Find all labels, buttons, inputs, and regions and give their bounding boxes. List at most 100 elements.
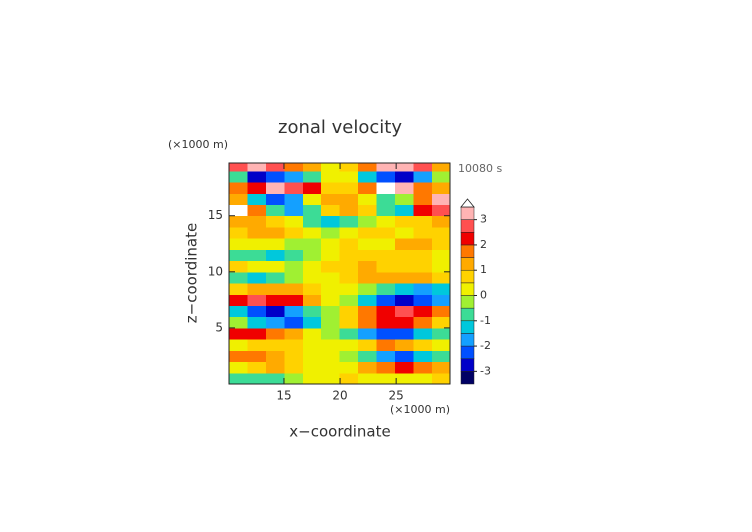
cell xyxy=(339,283,359,295)
cell xyxy=(284,193,304,206)
cell xyxy=(303,327,322,340)
cell xyxy=(339,170,359,183)
cell xyxy=(376,316,396,329)
cell xyxy=(432,163,450,172)
colorbar-band xyxy=(460,345,475,359)
time-label: 10080 s xyxy=(458,162,502,175)
cell xyxy=(247,182,267,194)
cell xyxy=(247,163,267,172)
cell xyxy=(320,193,340,206)
cell xyxy=(229,271,249,284)
colorbar-band xyxy=(460,269,475,284)
cell xyxy=(284,226,304,239)
cell xyxy=(376,170,396,183)
cell xyxy=(320,316,340,329)
cell xyxy=(339,339,359,351)
cell xyxy=(358,283,378,295)
cell xyxy=(432,260,450,273)
cell xyxy=(284,238,304,250)
cell xyxy=(432,283,450,295)
cell xyxy=(303,283,322,295)
cell xyxy=(247,226,267,239)
cell xyxy=(358,193,378,206)
cell xyxy=(358,339,378,351)
cell xyxy=(376,204,396,217)
cell xyxy=(413,249,433,262)
cell xyxy=(229,193,249,206)
cell xyxy=(303,339,322,351)
cell xyxy=(284,294,304,306)
y-tick-label: 5 xyxy=(215,320,223,334)
colorbar-band xyxy=(460,320,475,334)
cell xyxy=(320,283,340,295)
cell xyxy=(229,339,249,351)
cell xyxy=(413,361,433,374)
cell xyxy=(320,204,340,217)
cell xyxy=(395,204,415,217)
cell xyxy=(358,215,378,228)
cell xyxy=(413,271,433,284)
cell xyxy=(247,283,267,295)
cell xyxy=(376,260,396,273)
cell xyxy=(266,260,286,273)
cell xyxy=(266,226,286,239)
cell xyxy=(358,294,378,306)
cell xyxy=(395,260,415,273)
cell xyxy=(395,283,415,295)
x-tick-label: 20 xyxy=(332,389,347,403)
cell xyxy=(358,170,378,183)
x-unit: (×1000 m) xyxy=(390,403,450,416)
cell xyxy=(395,361,415,374)
cell xyxy=(358,204,378,217)
x-tick-label: 25 xyxy=(389,389,404,403)
cell xyxy=(395,249,415,262)
cell xyxy=(284,249,304,262)
colorbar-band xyxy=(460,244,475,258)
cell xyxy=(413,339,433,351)
cell xyxy=(413,283,433,295)
x-axis-label: x−coordinate xyxy=(289,423,390,441)
cell xyxy=(339,163,359,172)
cell xyxy=(247,271,267,284)
colorbar-tick-label: -1 xyxy=(480,314,491,327)
cell xyxy=(376,226,396,239)
cell xyxy=(413,193,433,206)
cell xyxy=(266,327,286,340)
cell xyxy=(395,215,415,228)
cell xyxy=(432,193,450,206)
cell xyxy=(395,226,415,239)
cell xyxy=(247,361,267,374)
cell xyxy=(229,182,249,194)
cell xyxy=(303,182,322,194)
cell xyxy=(247,294,267,306)
cell xyxy=(339,226,359,239)
cell xyxy=(266,163,286,172)
cell xyxy=(303,361,322,374)
cell xyxy=(339,350,359,363)
cell xyxy=(432,316,450,329)
cell xyxy=(284,350,304,363)
cell xyxy=(284,327,304,340)
cell xyxy=(376,193,396,206)
cell xyxy=(339,215,359,228)
cell xyxy=(320,327,340,340)
cell xyxy=(284,170,304,183)
colorbar-tick-label: 0 xyxy=(480,289,487,302)
cell xyxy=(303,226,322,239)
cell xyxy=(229,215,249,228)
cell xyxy=(339,316,359,329)
cell xyxy=(229,249,249,262)
cell xyxy=(303,170,322,183)
cell xyxy=(339,182,359,194)
cell xyxy=(395,170,415,183)
colorbar-band xyxy=(460,232,475,246)
field xyxy=(229,163,450,384)
colorbar-band xyxy=(460,307,475,322)
cell xyxy=(266,361,286,374)
cell xyxy=(247,316,267,329)
cell xyxy=(376,361,396,374)
colorbar-band xyxy=(460,219,475,233)
cell xyxy=(358,226,378,239)
cell xyxy=(358,316,378,329)
cell xyxy=(320,339,340,351)
